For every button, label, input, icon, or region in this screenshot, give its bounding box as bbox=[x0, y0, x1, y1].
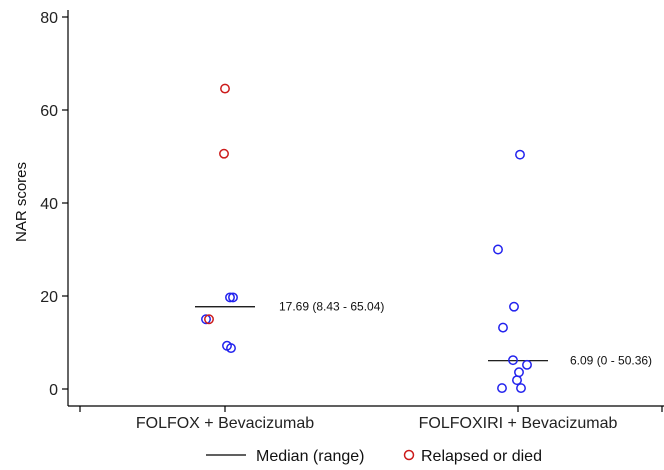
data-point bbox=[201, 314, 211, 325]
legend: Median (range) Relapsed or died bbox=[206, 448, 542, 465]
median-label: 6.09 (0 - 50.36) bbox=[570, 354, 652, 368]
y-tick-label: 60 bbox=[40, 103, 58, 120]
median-label: 17.69 (8.43 - 65.04) bbox=[279, 300, 384, 314]
legend-relapsed-label: Relapsed or died bbox=[421, 448, 542, 465]
data-point-relapsed bbox=[220, 83, 230, 94]
data-point bbox=[498, 322, 508, 333]
data-point-relapsed bbox=[219, 148, 229, 159]
data-point bbox=[508, 355, 518, 366]
y-tick-label: 0 bbox=[49, 382, 58, 399]
data-point bbox=[522, 359, 532, 370]
data-point bbox=[493, 244, 503, 255]
x-tick-label: FOLFOXIRI + Bevacizumab bbox=[419, 415, 618, 432]
axes: 0 20 40 60 80 FOLFOX + Bevacizumab FOLFOXIRI +… bbox=[40, 10, 664, 432]
data-point bbox=[516, 383, 526, 394]
y-tick-label: 80 bbox=[40, 10, 58, 27]
data-point bbox=[514, 367, 524, 378]
data-point bbox=[225, 292, 235, 303]
y-tick-label: 20 bbox=[40, 289, 58, 306]
data-point bbox=[226, 343, 236, 354]
data-point-relapsed bbox=[204, 314, 214, 325]
data-point bbox=[497, 383, 507, 394]
data-point bbox=[509, 301, 519, 312]
data-point bbox=[515, 149, 525, 160]
legend-median-label: Median (range) bbox=[256, 448, 365, 465]
marks: 17.69 (8.43 - 65.04) 6.09 (0 - 50.36) bbox=[195, 83, 652, 394]
y-axis-title: NAR scores bbox=[13, 162, 30, 242]
data-point bbox=[228, 292, 238, 303]
y-tick-label: 40 bbox=[40, 196, 58, 213]
data-point bbox=[512, 375, 522, 386]
legend-relapsed-marker bbox=[403, 449, 415, 461]
x-tick-label: FOLFOX + Bevacizumab bbox=[136, 415, 314, 432]
